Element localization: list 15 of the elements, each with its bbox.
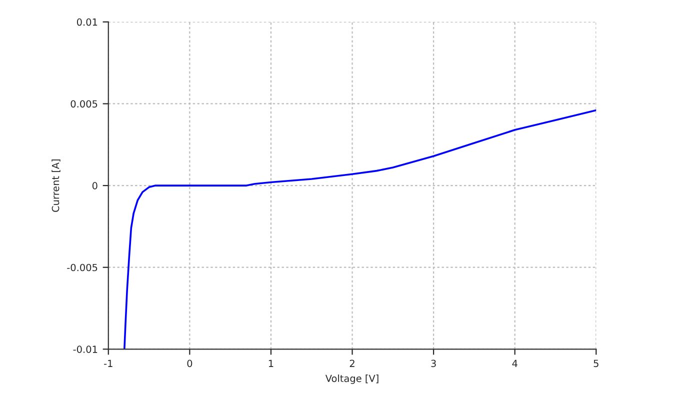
x-tick-label: 1	[268, 360, 274, 367]
x-axis-title: Voltage [V]	[325, 374, 378, 384]
y-tick-label: 0	[92, 182, 98, 190]
x-tick-label: -1	[104, 360, 112, 367]
x-tick-label: 2	[350, 360, 354, 367]
x-tick-label: 5	[594, 360, 598, 368]
y-tick-label: 0.01	[76, 18, 98, 26]
y-axis-title: Current [A]	[52, 159, 60, 212]
x-tick-label: 4	[512, 360, 518, 367]
y-tick-label: -0.01	[73, 346, 98, 353]
y-tick-label: 0.005	[70, 100, 98, 108]
y-tick-label: -0.005	[67, 264, 98, 272]
x-tick-label: 0	[187, 360, 192, 368]
line-series	[123, 109, 596, 350]
x-tick-label: 3	[431, 360, 436, 368]
